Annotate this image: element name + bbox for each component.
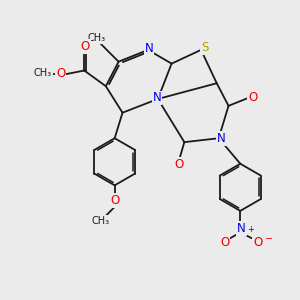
Text: CH₃: CH₃ [88,33,106,43]
Text: O: O [81,40,90,53]
Text: N: N [217,132,226,145]
Text: −: − [265,234,273,244]
Text: S: S [201,41,209,54]
Text: CH₃: CH₃ [34,68,52,78]
Text: O: O [220,236,229,249]
Text: O: O [110,194,119,207]
Text: +: + [247,225,254,234]
Text: N: N [145,42,153,56]
Text: N: N [152,92,161,104]
Text: N: N [237,222,246,235]
Text: O: O [175,158,184,171]
Text: O: O [248,92,258,104]
Text: O: O [56,67,65,80]
Text: O: O [253,236,262,249]
Text: CH₃: CH₃ [92,216,110,226]
